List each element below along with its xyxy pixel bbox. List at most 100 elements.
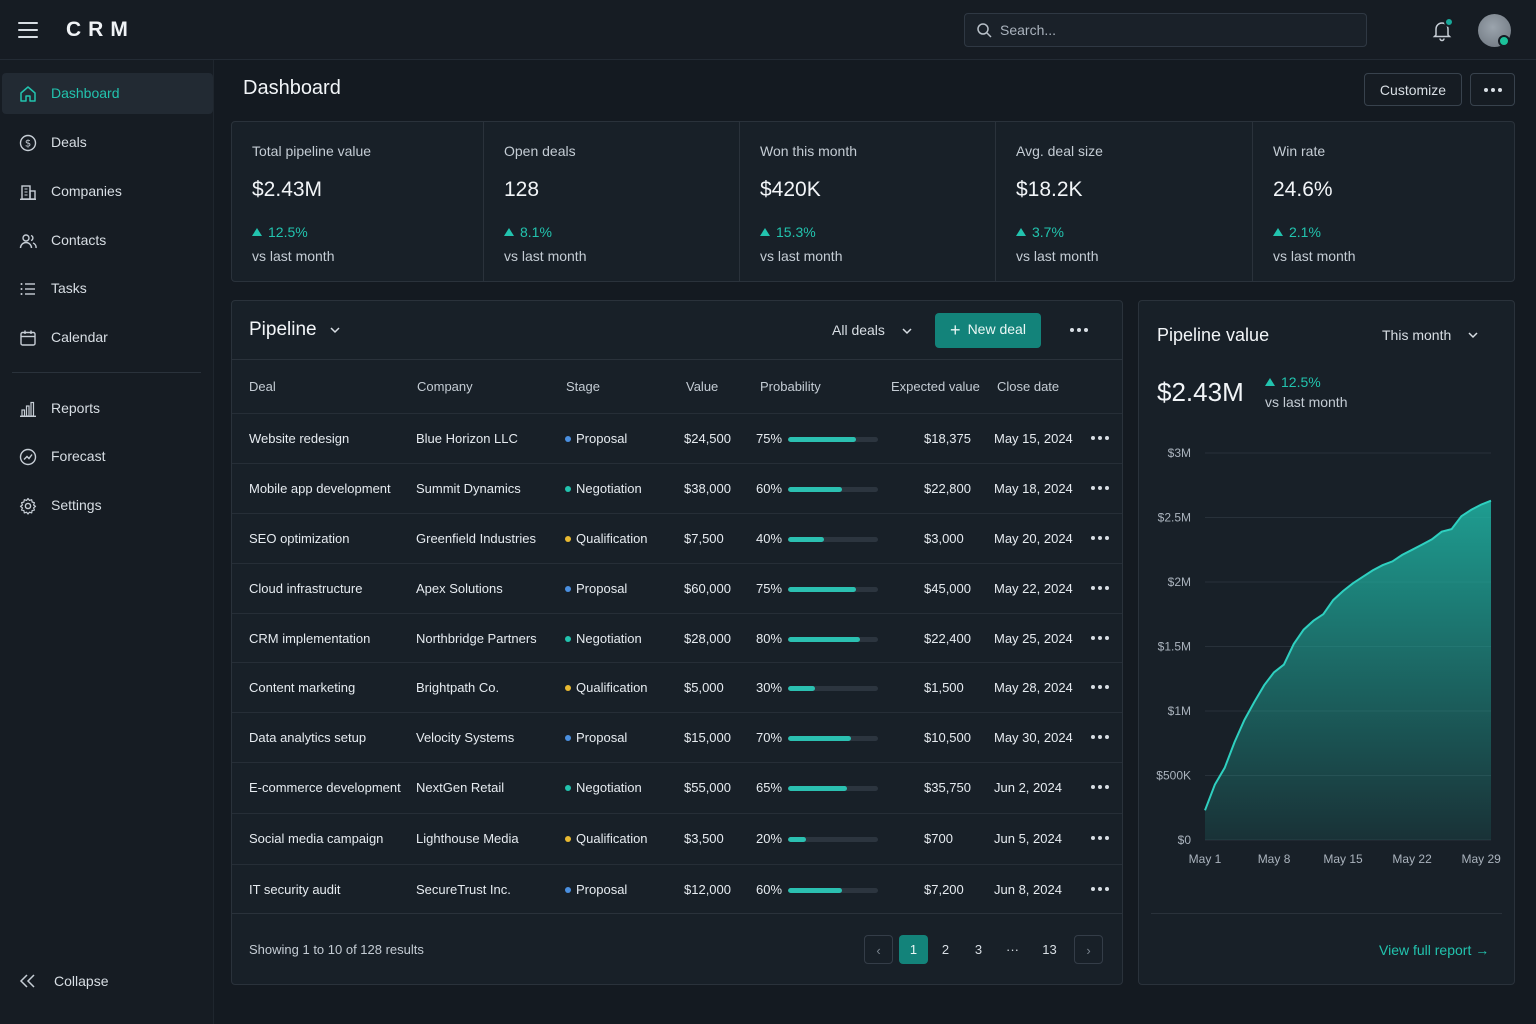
table-row[interactable]: E-commerce development NextGen Retail Nego… — [232, 762, 1122, 812]
company-name[interactable]: Greenfield Industries — [416, 531, 536, 546]
deal-name[interactable]: Data analytics setup — [249, 730, 367, 745]
sidebar-item-deals[interactable]: $ Deals — [2, 122, 213, 163]
column-header-close-date[interactable]: Close date — [997, 379, 1060, 394]
table-row[interactable]: SEO optimization Greenfield Industries Qua… — [232, 513, 1122, 563]
page-more-button[interactable] — [1470, 73, 1515, 106]
view-full-report-link[interactable]: View full report → — [1379, 942, 1489, 958]
column-header-stage[interactable]: Stage — [566, 379, 600, 394]
pipeline-title[interactable]: Pipeline — [249, 319, 317, 340]
deal-name[interactable]: Social media campaign — [249, 831, 384, 846]
time-range-select[interactable]: This month — [1382, 327, 1452, 343]
row-more-button[interactable] — [1090, 879, 1110, 899]
probability-label: 20% — [756, 831, 783, 846]
page-button[interactable]: 13 — [1042, 942, 1057, 957]
sidebar-item-contacts[interactable]: Contacts — [2, 220, 213, 261]
deal-name[interactable]: Content marketing — [249, 680, 356, 695]
table-row[interactable]: IT security audit SecureTrust Inc. Proposa… — [232, 864, 1122, 914]
column-header-company[interactable]: Company — [417, 379, 473, 394]
probability-bar-fill — [788, 637, 860, 642]
table-row[interactable]: Mobile app development Summit Dynamics Neg… — [232, 463, 1122, 513]
table-row[interactable]: Social media campaign Lighthouse Media Qua… — [232, 813, 1122, 863]
company-name[interactable]: SecureTrust Inc. — [416, 882, 511, 897]
probability-bar-fill — [788, 487, 842, 492]
row-more-button[interactable] — [1090, 428, 1110, 448]
probability-bar — [788, 686, 878, 691]
deal-filter-select[interactable]: All deals — [832, 322, 885, 338]
next-page-button[interactable]: › — [1074, 935, 1103, 964]
company-name[interactable]: Apex Solutions — [416, 581, 503, 596]
app-logo[interactable]: CRM — [66, 18, 135, 41]
kpi-change: 12.5% — [252, 224, 308, 240]
sidebar-item-dashboard[interactable]: Dashboard — [2, 73, 213, 114]
column-header-deal[interactable]: Deal — [249, 379, 276, 394]
company-name[interactable]: Northbridge Partners — [416, 631, 537, 646]
new-deal-button[interactable]: + New deal — [935, 313, 1041, 348]
prev-page-button[interactable]: ‹ — [864, 935, 893, 964]
deal-name[interactable]: SEO optimization — [249, 531, 350, 546]
probability-bar — [788, 437, 878, 442]
collapse-sidebar-button[interactable]: Collapse — [18, 970, 168, 994]
more-icon — [1090, 879, 1110, 899]
column-header-expected-value[interactable]: Expected value — [891, 379, 980, 394]
deal-name[interactable]: IT security audit — [249, 882, 341, 897]
column-header-probability[interactable]: Probability — [760, 379, 821, 394]
sidebar-item-settings[interactable]: Settings — [2, 485, 213, 526]
customize-button[interactable]: Customize — [1364, 73, 1462, 106]
page-button[interactable]: 2 — [941, 942, 950, 957]
page-button[interactable]: 3 — [974, 942, 983, 957]
row-more-button[interactable] — [1090, 677, 1110, 697]
deal-name[interactable]: Cloud infrastructure — [249, 581, 363, 596]
company-name[interactable]: Lighthouse Media — [416, 831, 519, 846]
sidebar-item-tasks[interactable]: Tasks — [2, 268, 213, 309]
kpi-card: Total pipeline value $2.43M 12.5% vs last m… — [232, 122, 484, 281]
row-more-button[interactable] — [1090, 828, 1110, 848]
deal-name[interactable]: CRM implementation — [249, 631, 371, 646]
search-box[interactable] — [964, 13, 1367, 47]
pipeline-value-amount: $2.43M — [1157, 377, 1244, 407]
probability-label: 60% — [756, 481, 783, 496]
kpi-card: Open deals 128 8.1% vs last month — [484, 122, 740, 281]
page-button-current[interactable]: 1 — [899, 935, 928, 964]
search-input[interactable] — [1000, 14, 1360, 46]
sidebar-item-calendar[interactable]: Calendar — [2, 317, 213, 358]
deal-name[interactable]: Mobile app development — [249, 481, 391, 496]
pipeline-value-change: 12.5% — [1265, 374, 1321, 390]
kpi-change-value: 2.1% — [1289, 224, 1321, 240]
deal-name[interactable]: Website redesign — [249, 431, 350, 446]
deal-name[interactable]: E-commerce development — [249, 780, 401, 795]
table-row[interactable]: Content marketing Brightpath Co. Qualifica… — [232, 662, 1122, 712]
table-row[interactable]: Data analytics setup Velocity Systems Prop… — [232, 712, 1122, 762]
row-more-button[interactable] — [1090, 777, 1110, 797]
table-row[interactable]: Website redesign Blue Horizon LLC Proposal… — [232, 413, 1122, 463]
company-name[interactable]: Velocity Systems — [416, 730, 515, 745]
kpi-note: vs last month — [252, 248, 335, 264]
company-name[interactable]: Summit Dynamics — [416, 481, 521, 496]
table-row[interactable]: Cloud infrastructure Apex Solutions Propos… — [232, 563, 1122, 613]
close-date: May 25, 2024 — [994, 631, 1073, 646]
kpi-change: 8.1% — [504, 224, 552, 240]
column-header-value[interactable]: Value — [686, 379, 719, 394]
chevron-down-icon[interactable] — [1466, 328, 1480, 342]
row-more-button[interactable] — [1090, 727, 1110, 747]
company-name[interactable]: Blue Horizon LLC — [416, 431, 518, 446]
pipeline-more-button[interactable] — [1064, 319, 1094, 341]
sidebar-item-companies[interactable]: Companies — [2, 171, 213, 212]
row-more-button[interactable] — [1090, 528, 1110, 548]
table-row[interactable]: CRM implementation Northbridge Partners Ne… — [232, 613, 1122, 663]
row-more-button[interactable] — [1090, 478, 1110, 498]
menu-icon[interactable] — [18, 22, 38, 38]
company-name[interactable]: NextGen Retail — [416, 780, 505, 795]
row-more-button[interactable] — [1090, 578, 1110, 598]
more-icon — [1090, 677, 1110, 697]
kpi-note: vs last month — [1016, 248, 1099, 264]
row-more-button[interactable] — [1090, 628, 1110, 648]
divider — [232, 359, 1122, 360]
chevron-down-icon[interactable] — [328, 323, 342, 337]
company-name[interactable]: Brightpath Co. — [416, 680, 500, 695]
sidebar-item-reports[interactable]: Reports — [2, 388, 213, 429]
sidebar-item-forecast[interactable]: Forecast — [2, 436, 213, 477]
expected-value: $18,375 — [924, 431, 971, 446]
expected-value: $700 — [924, 831, 953, 846]
stage-badge: Qualification — [565, 831, 648, 846]
chevron-down-icon[interactable] — [900, 324, 914, 338]
